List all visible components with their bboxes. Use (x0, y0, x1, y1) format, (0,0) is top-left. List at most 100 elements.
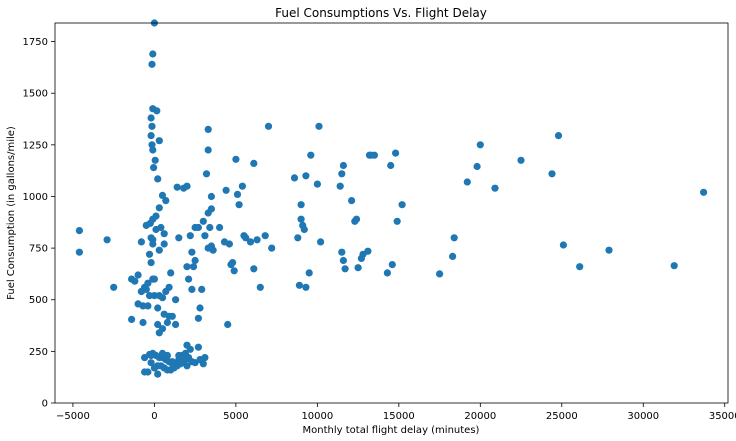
data-point-102 (175, 351, 183, 360)
data-point-170 (305, 269, 313, 277)
data-point-26 (149, 240, 157, 248)
data-point-175 (336, 182, 344, 190)
data-point-197 (436, 270, 444, 278)
data-point-43 (158, 294, 167, 302)
data-point-176 (338, 170, 346, 178)
data-point-204 (517, 156, 525, 164)
y-axis-label: Fuel Consumption (in gallons/mile) (6, 126, 17, 300)
data-point-108 (134, 271, 142, 279)
data-point-98 (199, 360, 207, 368)
data-point-160 (188, 285, 196, 293)
data-point-46 (172, 296, 180, 304)
data-point-94 (147, 351, 155, 360)
data-point-142 (235, 201, 243, 209)
data-point-131 (204, 244, 212, 252)
data-point-156 (198, 285, 206, 293)
data-point-130 (201, 232, 209, 240)
data-point-48 (144, 302, 152, 310)
data-point-76 (201, 354, 209, 362)
data-point-87 (147, 359, 155, 367)
data-point-125 (204, 146, 212, 154)
data-point-171 (307, 151, 315, 159)
data-point-120 (194, 223, 202, 232)
data-point-23 (160, 230, 168, 238)
data-point-53 (172, 320, 180, 329)
data-point-60 (155, 329, 163, 337)
data-point-57 (154, 320, 162, 329)
data-point-59 (163, 318, 171, 327)
y-tick-label-7: 1750 (23, 37, 48, 48)
data-point-152 (264, 122, 273, 130)
data-point-32 (167, 269, 175, 277)
data-point-93 (141, 368, 149, 376)
data-point-164 (297, 215, 305, 223)
data-point-143 (238, 182, 246, 190)
data-point-195 (393, 217, 401, 225)
data-point-127 (206, 223, 214, 232)
x-tick-label-0: −5000 (56, 411, 90, 422)
data-point-165 (297, 201, 305, 209)
y-tick-label-4: 1000 (23, 192, 48, 203)
data-point-121 (196, 304, 204, 312)
x-tick-label-2: 5000 (223, 411, 248, 422)
data-point-12 (150, 164, 158, 172)
data-point-49 (154, 304, 162, 312)
data-point-36 (131, 277, 139, 285)
data-point-155 (227, 261, 235, 269)
data-point-140 (233, 190, 242, 198)
data-point-7 (147, 132, 155, 140)
data-point-15 (162, 197, 170, 205)
data-point-211 (700, 188, 708, 196)
y-axis-ticks: 0 250 500 750 1000 1250 1500 1750 (23, 37, 55, 410)
data-point-180 (341, 265, 349, 273)
data-point-203 (491, 184, 499, 192)
data-point-192 (387, 161, 395, 170)
x-tick-label-3: 10000 (301, 411, 333, 422)
data-point-183 (352, 215, 361, 223)
data-point-14 (158, 191, 167, 199)
data-point-149 (253, 236, 261, 244)
data-point-174 (317, 238, 325, 246)
data-point-200 (463, 178, 471, 186)
data-point-145 (242, 234, 250, 242)
data-point-124 (204, 125, 212, 133)
data-point-173 (315, 122, 323, 130)
data-point-162 (294, 234, 302, 242)
data-point-31 (147, 259, 155, 267)
data-point-196 (398, 201, 406, 209)
data-point-150 (256, 283, 264, 291)
data-point-206 (554, 132, 563, 140)
data-point-137 (225, 240, 233, 248)
data-point-154 (230, 267, 238, 275)
data-point-56 (134, 300, 142, 308)
data-point-117 (189, 263, 198, 271)
data-point-163 (295, 281, 303, 289)
data-point-133 (207, 192, 215, 201)
chart-title: Fuel Consumptions Vs. Flight Delay (275, 6, 487, 20)
data-point-181 (348, 197, 356, 205)
data-point-146 (246, 238, 255, 246)
data-point-2 (148, 60, 156, 68)
y-tick-label-3: 750 (29, 244, 48, 255)
y-tick-label-6: 1500 (23, 89, 48, 100)
data-point-116 (188, 248, 196, 256)
data-point-159 (183, 263, 191, 271)
data-point-210 (670, 262, 678, 270)
data-point-106 (75, 248, 83, 256)
data-point-101 (183, 341, 191, 349)
data-point-114 (183, 182, 191, 190)
data-point-21 (142, 221, 150, 229)
data-point-103 (163, 351, 171, 360)
x-tick-label-1: 0 (151, 411, 157, 422)
data-point-193 (388, 261, 396, 269)
data-point-134 (216, 223, 224, 232)
data-point-198 (449, 252, 457, 260)
data-point-153 (268, 244, 276, 252)
data-point-110 (150, 275, 158, 283)
data-point-104 (110, 283, 118, 291)
data-point-179 (339, 256, 347, 265)
data-point-209 (605, 246, 613, 254)
data-point-184 (354, 264, 362, 272)
